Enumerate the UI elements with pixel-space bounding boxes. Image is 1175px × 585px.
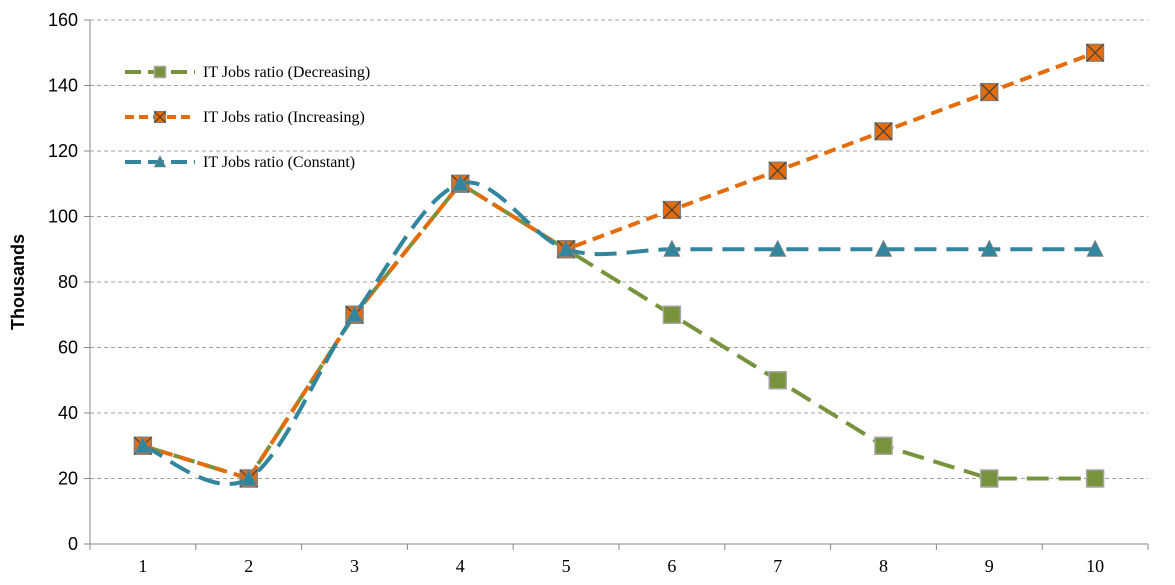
- legend: IT Jobs ratio (Decreasing) IT Jobs ratio …: [125, 64, 370, 171]
- y-tick-label: 140: [48, 76, 78, 96]
- data-point: [153, 65, 167, 79]
- data-point: [557, 239, 575, 257]
- legend-label: IT Jobs ratio (Increasing): [203, 109, 365, 126]
- data-point: [768, 161, 787, 180]
- data-point: [874, 436, 893, 455]
- data-point: [1085, 43, 1105, 62]
- y-tick-label: 0: [68, 534, 78, 554]
- data-point: [874, 239, 893, 257]
- x-tick-label: 8: [879, 556, 888, 576]
- data-point: [769, 239, 787, 257]
- legend-item: IT Jobs ratio (Constant): [125, 154, 355, 171]
- series-3: [134, 174, 1104, 487]
- data-point: [980, 469, 999, 488]
- y-tick-label: 120: [48, 141, 78, 161]
- legend-item: IT Jobs ratio (Decreasing): [125, 64, 370, 81]
- y-tick-label: 20: [58, 469, 78, 489]
- data-point: [768, 371, 787, 390]
- x-tick-label: 5: [562, 556, 571, 576]
- data-point: [662, 305, 682, 324]
- data-point: [451, 174, 469, 192]
- data-point: [980, 239, 998, 257]
- y-tick-labels: 0 20 40 60 80 100 120 140 160: [48, 10, 90, 554]
- x-tick-labels: 1 2 3 4 5 6 7 8 9 10: [89, 544, 1149, 576]
- data-point: [153, 155, 167, 168]
- data-point: [662, 200, 682, 220]
- legend-label: IT Jobs ratio (Decreasing): [203, 64, 370, 81]
- y-tick-label: 40: [58, 403, 78, 423]
- y-tick-label: 60: [58, 338, 78, 358]
- data-point: [663, 239, 681, 257]
- y-tick-label: 100: [48, 207, 78, 227]
- data-point: [980, 82, 999, 102]
- x-tick-label: 1: [138, 556, 147, 576]
- legend-item: IT Jobs ratio (Increasing): [125, 109, 365, 126]
- data-point: [1086, 239, 1104, 257]
- data-point: [134, 436, 152, 454]
- x-tick-label: 6: [667, 556, 676, 576]
- data-point: [1085, 469, 1105, 488]
- series: [133, 43, 1105, 488]
- y-tick-label: 80: [58, 272, 78, 292]
- data-point: [345, 305, 364, 323]
- x-tick-label: 10: [1086, 556, 1104, 576]
- x-tick-label: 9: [985, 556, 994, 576]
- x-tick-label: 3: [350, 556, 359, 576]
- x-tick-label: 4: [456, 556, 465, 576]
- data-point: [240, 468, 258, 486]
- y-axis-label: Thousands: [8, 234, 28, 330]
- series-line: [142, 181, 1096, 481]
- x-tick-label: 7: [773, 556, 782, 576]
- y-tick-label: 160: [48, 10, 78, 30]
- series-line: [142, 50, 1096, 481]
- data-point: [153, 110, 167, 124]
- legend-label: IT Jobs ratio (Constant): [203, 154, 355, 171]
- x-tick-label: 2: [244, 556, 253, 576]
- data-point: [874, 122, 893, 141]
